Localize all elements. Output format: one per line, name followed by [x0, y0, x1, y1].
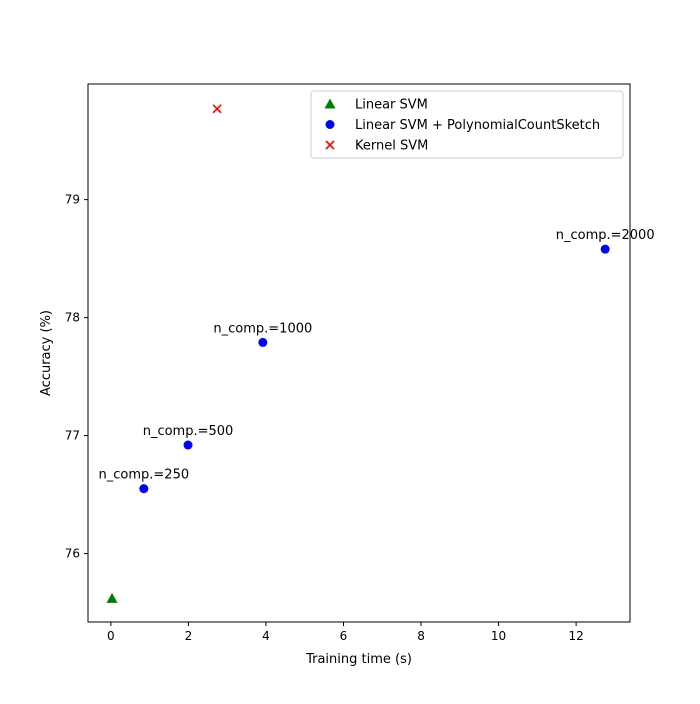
legend-label: Kernel SVM — [355, 139, 428, 154]
point-annotation: n_comp.=2000 — [556, 228, 655, 243]
legend-marker — [325, 140, 335, 150]
y-axis-label: Accuracy (%) — [39, 310, 54, 396]
x-tick-label: 0 — [107, 629, 115, 643]
x-tick-label: 2 — [185, 629, 193, 643]
data-point-circle — [139, 484, 149, 494]
legend-label: Linear SVM + PolynomialCountSketch — [355, 118, 600, 133]
point-annotation: n_comp.=500 — [143, 424, 234, 439]
y-tick-label: 77 — [65, 429, 80, 443]
legend-box — [310, 90, 624, 159]
legend-marker — [325, 120, 335, 129]
legend: Linear SVM Linear SVM + PolynomialCountSk… — [310, 90, 624, 159]
x-axis-label: Training time (s) — [305, 652, 412, 667]
legend-label: Linear SVM — [355, 98, 428, 113]
x-tick-label: 6 — [340, 629, 348, 643]
data-point-circle — [600, 244, 610, 254]
data-point-triangle — [106, 592, 118, 603]
y-tick-label: 76 — [65, 547, 80, 561]
point-annotation: n_comp.=250 — [99, 468, 190, 483]
data-point-x — [212, 104, 222, 114]
data-point-circle — [183, 440, 193, 450]
x-marker-stroke — [212, 104, 222, 114]
y-tick-label: 78 — [65, 311, 80, 325]
x-tick-label: 10 — [491, 629, 506, 643]
x-marker-stroke — [325, 140, 335, 150]
x-tick-label: 4 — [262, 629, 270, 643]
data-point-circle — [258, 337, 268, 347]
y-tick-label: 79 — [65, 193, 80, 207]
x-tick-label: 12 — [568, 629, 583, 643]
plot-area — [87, 83, 631, 623]
legend-marker — [324, 98, 336, 109]
x-tick-label: 8 — [417, 629, 425, 643]
point-annotation: n_comp.=1000 — [213, 321, 312, 336]
